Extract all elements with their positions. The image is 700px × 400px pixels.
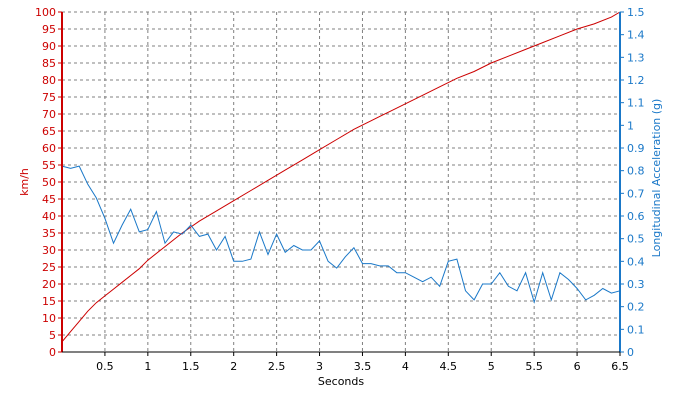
grid — [62, 11, 621, 353]
y-right-tick-label: 0.8 — [627, 165, 645, 178]
x-tick-label: 2 — [230, 360, 237, 373]
x-tick-label: 6.5 — [611, 360, 629, 373]
tick-labels: 0510152025303540455055606570758085909510… — [35, 6, 645, 373]
y-right-tick-label: 0.7 — [627, 187, 645, 200]
y-right-tick-label: 1.3 — [627, 51, 645, 64]
y-right-tick-label: 0.2 — [627, 301, 645, 314]
y-left-tick-label: 35 — [42, 227, 56, 240]
y-left-tick-label: 85 — [42, 57, 56, 70]
y-right-tick-label: 1.4 — [627, 29, 645, 42]
x-tick-label: 6 — [574, 360, 581, 373]
y-right-tick-label: 0.1 — [627, 323, 645, 336]
y-left-tick-label: 25 — [42, 261, 56, 274]
y-left-tick-label: 50 — [42, 176, 56, 189]
y-left-tick-label: 60 — [42, 142, 56, 155]
x-tick-label: 4.5 — [440, 360, 458, 373]
y-right-tick-label: 1 — [627, 119, 634, 132]
x-tick-label: 0.5 — [96, 360, 114, 373]
x-tick-label: 5 — [488, 360, 495, 373]
y-left-tick-label: 70 — [42, 108, 56, 121]
y-right-tick-label: 1.5 — [627, 6, 645, 19]
y-right-tick-label: 0.6 — [627, 210, 645, 223]
y-left-tick-label: 95 — [42, 23, 56, 36]
y-right-tick-label: 1.2 — [627, 74, 645, 87]
x-tick-label: 4 — [402, 360, 409, 373]
y-right-axis-title: Longitudinal Acceleration (g) — [650, 99, 663, 258]
y-right-tick-label: 0 — [627, 346, 634, 359]
y-right-tick-label: 1.1 — [627, 97, 645, 110]
y-left-tick-label: 30 — [42, 244, 56, 257]
y-right-tick-label: 0.4 — [627, 255, 645, 268]
y-right-tick-label: 0.3 — [627, 278, 645, 291]
y-left-tick-label: 75 — [42, 91, 56, 104]
y-left-tick-label: 5 — [49, 329, 56, 342]
series-layer — [61, 11, 621, 343]
y-left-tick-label: 40 — [42, 210, 56, 223]
y-left-axis-title: km/h — [18, 168, 31, 196]
x-tick-label: 2.5 — [268, 360, 286, 373]
y-left-tick-label: 80 — [42, 74, 56, 87]
x-tick-label: 3 — [316, 360, 323, 373]
y-left-tick-label: 45 — [42, 193, 56, 206]
axes — [58, 11, 624, 356]
y-right-tick-label: 0.5 — [627, 233, 645, 246]
series-line-speed — [61, 11, 621, 343]
x-tick-label: 5.5 — [525, 360, 543, 373]
x-tick-label: 1.5 — [182, 360, 200, 373]
y-left-tick-label: 10 — [42, 312, 56, 325]
y-left-tick-label: 100 — [35, 6, 56, 19]
y-left-tick-label: 15 — [42, 295, 56, 308]
y-left-tick-label: 20 — [42, 278, 56, 291]
y-right-tick-label: 0.9 — [627, 142, 645, 155]
x-tick-label: 3.5 — [354, 360, 372, 373]
x-axis-title: Seconds — [318, 375, 364, 388]
series-line-acceleration — [61, 165, 621, 304]
y-left-tick-label: 55 — [42, 159, 56, 172]
y-left-tick-label: 0 — [49, 346, 56, 359]
x-tick-label: 1 — [144, 360, 151, 373]
y-left-tick-label: 90 — [42, 40, 56, 53]
y-left-tick-label: 65 — [42, 125, 56, 138]
